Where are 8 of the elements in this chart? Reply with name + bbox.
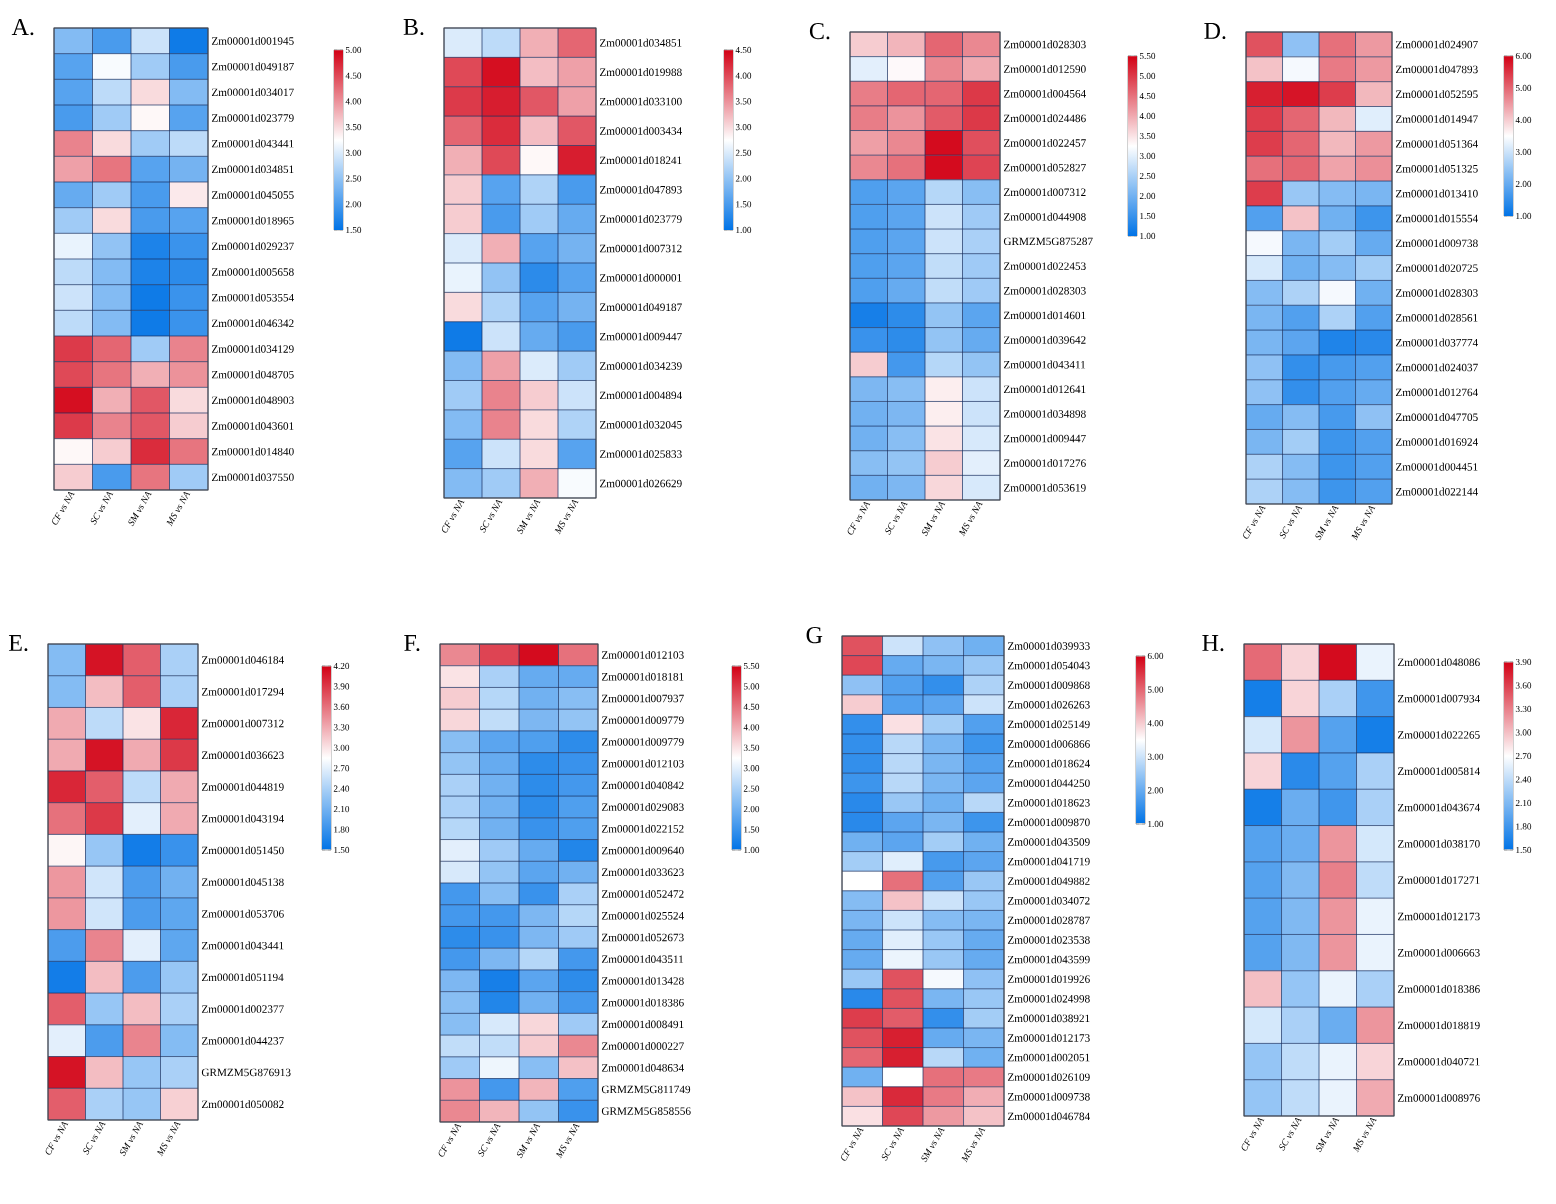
chart-title: A. [11, 19, 34, 36]
chart-title: H. [1202, 635, 1224, 652]
chart-title: F. [404, 635, 420, 652]
chart-title: G [806, 627, 823, 644]
chart-title: B. [403, 19, 424, 36]
chart-title: E. [8, 635, 28, 652]
chart-title: D. [1204, 23, 1226, 40]
chart-title: C. [809, 23, 830, 40]
